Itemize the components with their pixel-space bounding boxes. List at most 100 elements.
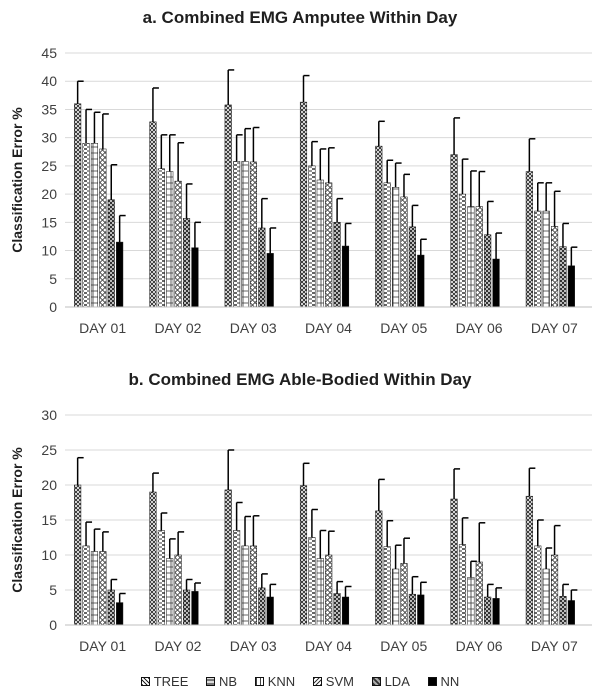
- legend-label-nn: NN: [440, 674, 460, 689]
- chart-a-bar-svm: [400, 196, 408, 308]
- chart-b-bar-nb: [157, 530, 165, 626]
- chart-a-bar-knn: [90, 143, 98, 308]
- chart-b-bar-svm: [551, 554, 559, 626]
- chart-a-bar-nb: [308, 165, 316, 308]
- chart-b-bar-svm: [325, 554, 333, 626]
- chart-b-bar-nn: [266, 596, 274, 626]
- legend-item-nb: NB: [206, 674, 237, 689]
- legend-label-tree: TREE: [153, 674, 189, 689]
- chart-a-y-tick-label: 35: [41, 101, 57, 117]
- chart-a-bar-nn: [116, 241, 124, 308]
- chart-a-bar-svm: [551, 226, 559, 308]
- chart-b-x-tick-label: DAY 05: [380, 638, 427, 654]
- chart-a-bar-svm: [325, 182, 333, 308]
- chart-b-bar-svm: [249, 545, 257, 626]
- chart-a-bar-lda: [107, 199, 115, 308]
- chart-b-bar-nn: [116, 602, 124, 626]
- chart-a-x-tick-label: DAY 07: [531, 320, 578, 336]
- chart-b-y-tick-label: 0: [49, 617, 57, 633]
- chart-a-x-tick-label: DAY 02: [154, 320, 201, 336]
- chart-a-bar-lda: [484, 234, 492, 308]
- chart-b-bar-nb: [233, 530, 241, 626]
- chart-b-x-tick-label: DAY 06: [456, 638, 503, 654]
- chart-a-y-tick-label: 0: [49, 299, 57, 315]
- chart-a-x-tick-label: DAY 05: [380, 320, 427, 336]
- chart-a-bar-tree: [375, 145, 383, 308]
- legend-label-svm: SVM: [325, 674, 354, 689]
- chart-a-y-tick-label: 20: [41, 186, 57, 202]
- legend: TREE NB KNN SVM LDA NN: [0, 674, 600, 689]
- chart-b-bar-svm: [400, 563, 408, 626]
- chart-a-x-tick-label: DAY 01: [79, 320, 126, 336]
- chart-b-bar-lda: [107, 589, 115, 626]
- chart-b-y-axis-label: Classification Error %: [9, 447, 25, 593]
- chart-a-bar-tree: [450, 154, 458, 308]
- chart-b-x-tick-label: DAY 02: [154, 638, 201, 654]
- chart-b-bar-tree: [525, 495, 533, 626]
- chart-b-bar-knn: [542, 568, 550, 626]
- chart-a-y-tick-label: 5: [49, 271, 57, 287]
- chart-a-bar-tree: [149, 121, 157, 308]
- legend-swatch-nn: [427, 677, 437, 686]
- chart-b-bar-svm: [174, 554, 182, 626]
- legend-label-lda: LDA: [384, 674, 410, 689]
- chart-a-bar-lda: [559, 246, 567, 308]
- chart-b-bar-lda: [484, 596, 492, 626]
- chart-a-title: a. Combined EMG Amputee Within Day: [142, 8, 458, 27]
- chart-b-y-tick-label: 10: [41, 547, 57, 563]
- legend-swatch-tree: [140, 677, 150, 686]
- chart-b-bar-nn: [191, 591, 199, 626]
- chart-b-bar-lda: [559, 596, 567, 626]
- chart-b-x-tick-label: DAY 03: [230, 638, 277, 654]
- chart-b-bar-nn: [341, 596, 350, 626]
- chart-a-bar-knn: [241, 161, 249, 308]
- chart-b-bar-tree: [299, 485, 308, 626]
- chart-a-bar-knn: [392, 187, 400, 308]
- chart-b-bar-tree: [375, 510, 383, 626]
- chart-a-bar-lda: [182, 218, 191, 308]
- chart-b-title: b. Combined EMG Able-Bodied Within Day: [128, 370, 472, 389]
- chart-a-x-tick-label: DAY 06: [456, 320, 503, 336]
- chart-b-bar-nn: [492, 598, 500, 626]
- chart-a-bar-svm: [249, 161, 257, 308]
- chart-a-bar-nb: [82, 143, 90, 308]
- chart-b-bar-knn: [166, 558, 174, 626]
- chart-a-bar-tree: [525, 171, 533, 308]
- chart-a-x-tick-label: DAY 04: [305, 320, 352, 336]
- chart-a-y-tick-label: 40: [41, 73, 57, 89]
- chart-b-bar-knn: [392, 568, 400, 626]
- chart-b-bar-nb: [534, 545, 542, 626]
- chart-a-bar-nb: [534, 210, 542, 308]
- chart-a-bar-knn: [467, 206, 475, 308]
- chart-b-y-tick-label: 20: [41, 477, 57, 493]
- chart-b-bar-nb: [308, 537, 316, 626]
- legend-item-lda: LDA: [371, 674, 410, 689]
- chart-a-y-axis-label: Classification Error %: [9, 107, 25, 253]
- chart-a-bar-knn: [166, 171, 174, 308]
- legend-swatch-knn: [254, 677, 264, 686]
- chart-b-x-tick-label: DAY 07: [531, 638, 578, 654]
- chart-a-bar-nb: [458, 193, 467, 308]
- chart-b-bar-nb: [82, 545, 90, 626]
- chart-b-y-tick-label: 15: [41, 512, 57, 528]
- chart-a-y-tick-label: 10: [41, 243, 57, 259]
- legend-item-knn: KNN: [254, 674, 296, 689]
- chart-a-y-tick-label: 25: [41, 158, 57, 174]
- chart-a-y-tick-label: 45: [41, 45, 57, 61]
- legend-swatch-svm: [312, 677, 322, 686]
- chart-b-bar-lda: [333, 593, 341, 626]
- chart-b-bar-svm: [475, 561, 483, 626]
- legend-label-nb: NB: [219, 674, 238, 689]
- chart-b-bar-nb: [383, 546, 391, 626]
- legend-label-knn: KNN: [267, 674, 296, 689]
- chart-a-y-tick-label: 30: [41, 130, 57, 146]
- chart-a-bar-nn: [341, 245, 350, 308]
- chart-a-bar-lda: [258, 227, 266, 308]
- chart-a-bar-tree: [74, 103, 82, 308]
- chart-a-bar-svm: [174, 180, 182, 308]
- chart-a-bar-nb: [383, 182, 391, 308]
- legend-swatch-lda: [371, 677, 381, 686]
- chart-b-bar-knn: [241, 545, 249, 626]
